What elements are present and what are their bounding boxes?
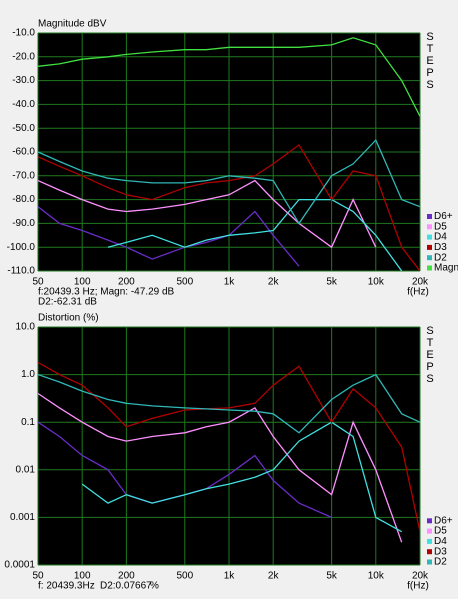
x-tick-label: 500: [176, 571, 193, 582]
x-tick-label: 100: [74, 571, 91, 582]
series-line: [38, 361, 420, 532]
x-tick-label: 2k: [268, 277, 280, 288]
y-tick-label: -30.0: [12, 75, 35, 86]
legend-swatch: [427, 549, 432, 555]
legend-swatch: [427, 518, 432, 524]
legend-label: D3: [434, 546, 447, 557]
legend-swatch: [427, 244, 432, 250]
y-tick-label: 0.01: [16, 464, 36, 475]
steps-button[interactable]: STEPS: [426, 31, 434, 91]
y-tick-label: 0.1: [21, 417, 35, 428]
y-tick-label: -70.0: [12, 170, 35, 181]
readout: D2:0.07667: [100, 581, 152, 592]
readout: D2:-62.31 dB: [38, 297, 97, 308]
x-tick-label: 5k: [326, 571, 338, 582]
steps-button[interactable]: STEPS: [426, 325, 434, 385]
x-tick-label: 200: [118, 571, 135, 582]
x-axis-label: f(Hz): [407, 287, 429, 298]
x-tick-label: 100: [74, 277, 91, 288]
y-tick-label: -80.0: [12, 194, 35, 205]
x-tick-label: 50: [32, 571, 44, 582]
series-line: [38, 373, 420, 434]
y-tick-label: -50.0: [12, 123, 35, 134]
series-line: [38, 206, 300, 267]
series-line: [38, 138, 420, 225]
legend-label: D2: [434, 252, 447, 263]
y-tick-label: 0.0001: [4, 560, 35, 571]
legend-label: D6+: [434, 515, 453, 526]
legend-swatch: [427, 265, 432, 271]
series-line: [81, 421, 403, 533]
series-line: [38, 392, 403, 543]
x-tick-label: 5k: [326, 277, 338, 288]
series-line: [38, 179, 377, 249]
readout: %: [150, 581, 159, 592]
chart-title: Distortion (%): [38, 313, 99, 324]
legend-label: D4: [434, 536, 447, 547]
legend-label: D5: [434, 526, 447, 537]
x-tick-label: 10k: [368, 277, 385, 288]
y-tick-label: -60.0: [12, 147, 35, 158]
y-tick-label: -40.0: [12, 99, 35, 110]
legend-swatch: [427, 234, 432, 240]
x-tick-label: 20k: [412, 571, 429, 582]
y-tick-label: -110.0: [7, 266, 35, 277]
series-line: [38, 37, 420, 117]
y-tick-label: 0.001: [10, 512, 35, 523]
legend-label: D5: [434, 221, 447, 232]
legend-label: D6+: [434, 211, 453, 222]
legend-label: Magn: [434, 263, 458, 274]
chart-title: Magnitude dBV: [38, 19, 107, 30]
legend-swatch: [427, 528, 432, 534]
legend-swatch: [427, 559, 432, 565]
x-tick-label: 1k: [224, 277, 236, 288]
legend-swatch: [427, 224, 432, 230]
legend-label: D4: [434, 232, 447, 243]
x-tick-label: 1k: [224, 571, 236, 582]
legend-label: D2: [434, 557, 447, 568]
y-tick-label: -100.0: [7, 242, 36, 253]
x-tick-label: 500: [176, 277, 193, 288]
series-line: [38, 143, 420, 271]
y-tick-label: 10.0: [16, 322, 36, 333]
legend-swatch: [427, 255, 432, 261]
x-tick-label: 20k: [412, 277, 429, 288]
readout: f:20439.3 Hz; Magn: -47.29 dB: [38, 287, 175, 298]
x-tick-label: 200: [118, 277, 135, 288]
legend-swatch: [427, 538, 432, 544]
y-tick-label: -20.0: [12, 51, 35, 62]
x-tick-label: 10k: [368, 571, 385, 582]
y-tick-label: -10.0: [12, 28, 35, 39]
legend-swatch: [427, 214, 432, 219]
x-tick-label: 2k: [268, 571, 280, 582]
readout: f: 20439.3Hz: [38, 581, 95, 592]
y-tick-label: 1.0: [21, 369, 35, 380]
y-tick-label: -90.0: [12, 218, 35, 229]
legend-label: D3: [434, 242, 447, 253]
series-line: [107, 198, 403, 271]
x-tick-label: 50: [32, 277, 44, 288]
x-axis-label: f(Hz): [407, 581, 429, 592]
